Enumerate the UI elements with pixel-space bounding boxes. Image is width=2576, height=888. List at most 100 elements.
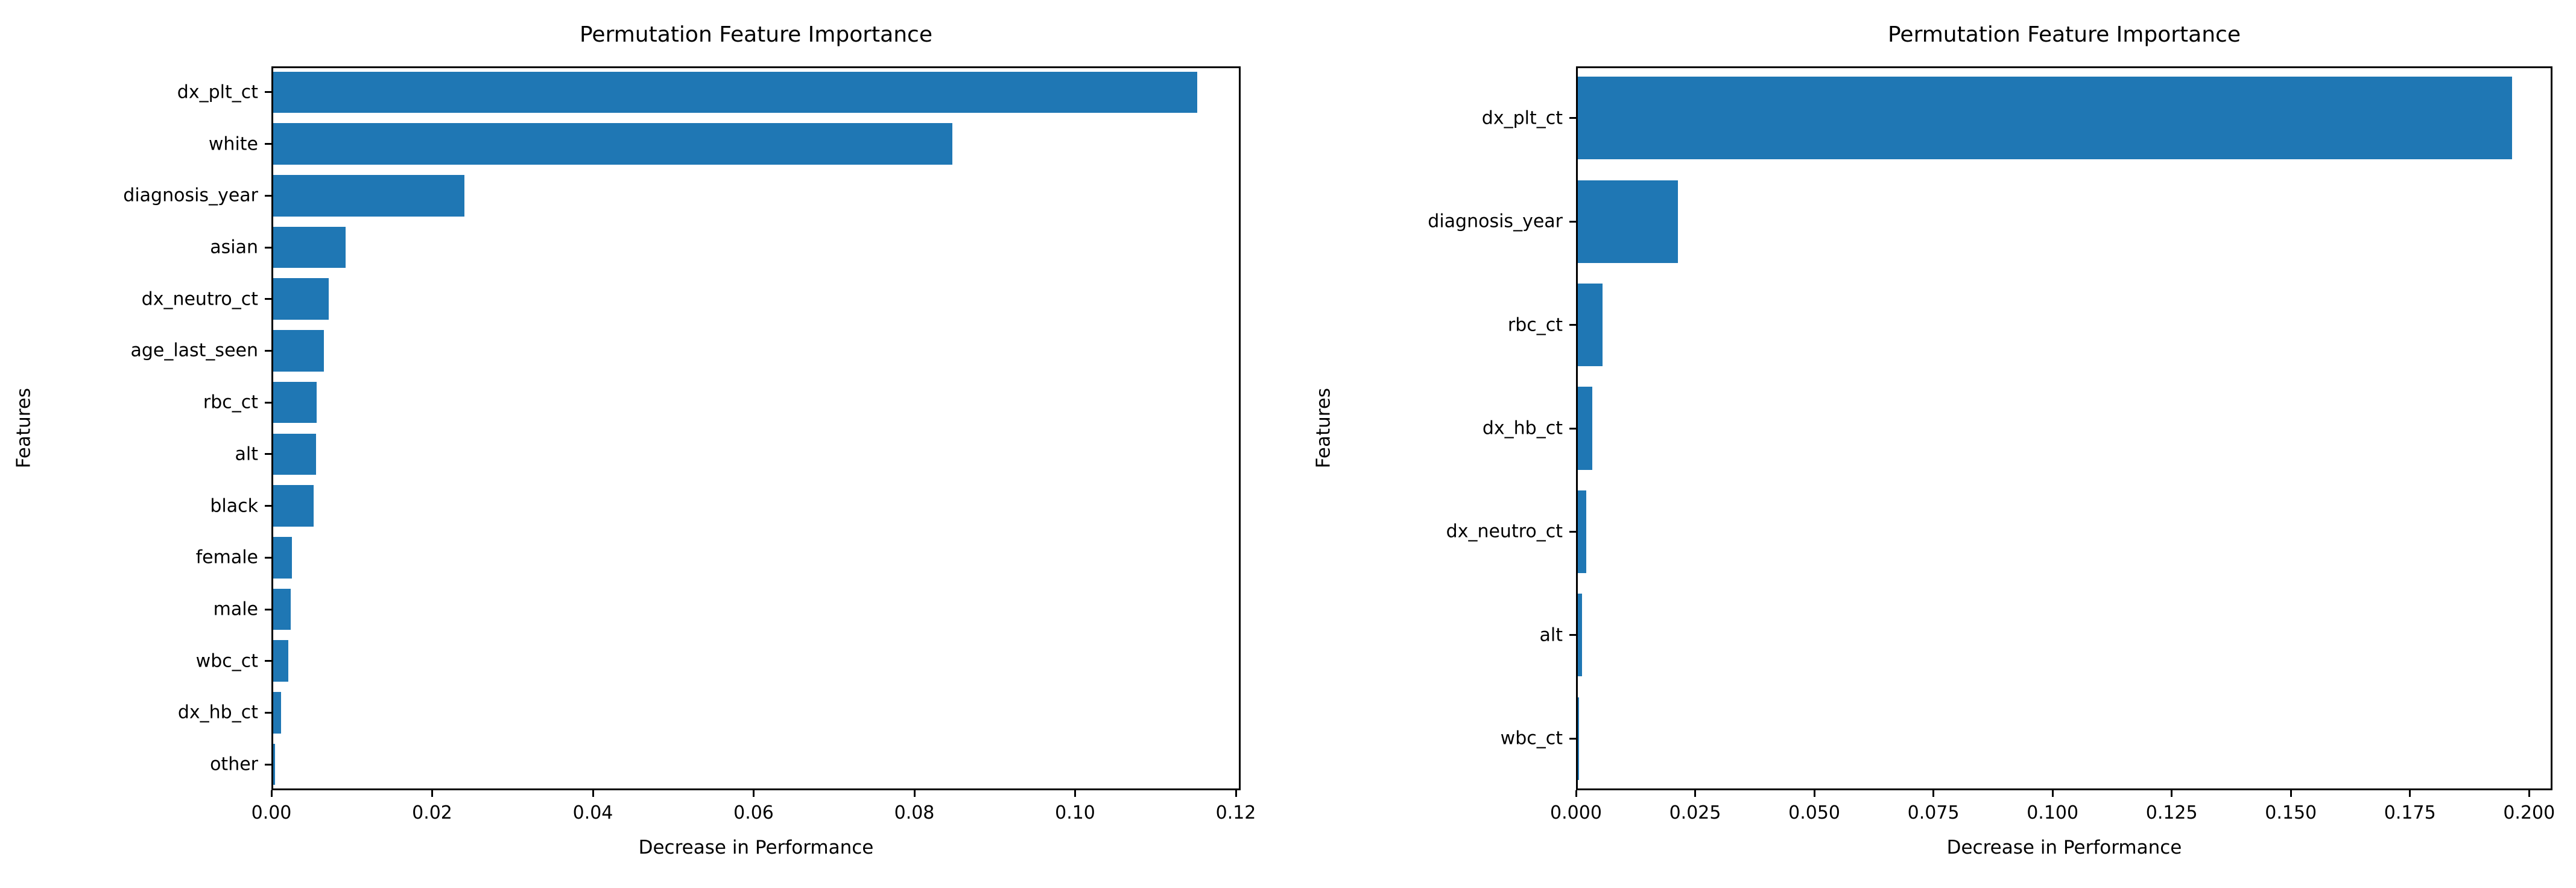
y-tick <box>265 711 271 714</box>
y-tick <box>265 298 271 300</box>
y-tick <box>265 91 271 94</box>
bar-wbc_ct <box>1578 697 1579 780</box>
x-tick <box>270 790 273 797</box>
y-tick <box>265 556 271 559</box>
y-tick-label-rbc_ct: rbc_ct <box>203 392 258 413</box>
x-tick <box>2528 790 2530 797</box>
y-tick <box>265 608 271 610</box>
y-tick <box>1569 634 1576 636</box>
y-tick <box>265 763 271 766</box>
y-tick-label-dx_neutro_ct: dx_neutro_ct <box>1446 521 1563 542</box>
x-tick <box>431 790 433 797</box>
x-tick-label: 0.06 <box>733 802 774 823</box>
plot-area <box>1576 66 2552 790</box>
bar-alt <box>273 433 316 475</box>
x-axis-label: Decrease in Performance <box>638 837 874 858</box>
bar-dx_hb_ct <box>1578 387 1592 470</box>
chart-title: Permutation Feature Importance <box>1888 22 2241 47</box>
x-tick-label: 0.075 <box>1907 802 1960 823</box>
x-tick <box>592 790 594 797</box>
x-tick-label: 0.200 <box>2503 802 2555 823</box>
bar-black <box>273 485 314 527</box>
y-tick-label-female: female <box>195 547 258 568</box>
x-tick <box>1813 790 1815 797</box>
x-tick-label: 0.025 <box>1669 802 1721 823</box>
x-tick-label: 0.175 <box>2384 802 2436 823</box>
bar-male <box>273 588 291 630</box>
x-tick <box>1235 790 1237 797</box>
y-tick <box>1569 117 1576 119</box>
y-tick-label-other: other <box>210 753 258 775</box>
y-tick-label-dx_plt_ct: dx_plt_ct <box>1481 107 1563 129</box>
plot-area <box>271 66 1241 790</box>
y-tick-label-white: white <box>208 133 258 155</box>
bar-dx_neutro_ct <box>1578 490 1587 573</box>
x-tick <box>2171 790 2173 797</box>
y-tick-label-wbc_ct: wbc_ct <box>1500 728 1563 749</box>
x-tick-label: 0.00 <box>251 802 292 823</box>
y-tick <box>1569 220 1576 223</box>
x-tick <box>753 790 755 797</box>
y-tick <box>1569 324 1576 326</box>
bar-rbc_ct <box>273 381 317 423</box>
x-tick-label: 0.000 <box>1550 802 1602 823</box>
bar-diagnosis_year <box>273 175 465 217</box>
y-tick <box>265 453 271 455</box>
x-tick-label: 0.050 <box>1788 802 1841 823</box>
bar-alt <box>1578 594 1583 677</box>
y-tick <box>265 194 271 197</box>
y-tick-label-dx_hb_ct: dx_hb_ct <box>1482 417 1563 439</box>
x-tick <box>1932 790 1935 797</box>
bar-age_last_seen <box>273 330 324 372</box>
y-tick <box>265 143 271 145</box>
x-tick <box>2290 790 2292 797</box>
bar-diagnosis_year <box>1578 180 1678 263</box>
x-tick <box>1074 790 1076 797</box>
x-tick-label: 0.02 <box>412 802 452 823</box>
x-tick-label: 0.04 <box>572 802 613 823</box>
y-tick <box>1569 530 1576 533</box>
y-tick <box>1569 427 1576 430</box>
x-axis-label: Decrease in Performance <box>1946 837 2182 858</box>
bar-white <box>273 123 952 165</box>
y-tick-label-alt: alt <box>235 443 258 465</box>
x-tick <box>2051 790 2054 797</box>
bar-wbc_ct <box>273 640 289 682</box>
y-tick <box>265 349 271 352</box>
y-tick <box>265 246 271 249</box>
y-tick-label-age_last_seen: age_last_seen <box>130 340 258 361</box>
y-tick-label-dx_hb_ct: dx_hb_ct <box>177 702 258 723</box>
bar-dx_plt_ct <box>1578 77 2512 160</box>
y-tick-label-alt: alt <box>1539 624 1563 646</box>
x-tick-label: 0.125 <box>2145 802 2198 823</box>
chart-title: Permutation Feature Importance <box>580 22 932 47</box>
x-tick-label: 0.08 <box>894 802 935 823</box>
x-tick <box>913 790 916 797</box>
x-tick <box>1694 790 1697 797</box>
y-tick <box>265 505 271 507</box>
x-tick <box>2409 790 2411 797</box>
y-axis-label: Features <box>1312 387 1335 469</box>
y-tick-label-dx_neutro_ct: dx_neutro_ct <box>141 288 258 310</box>
x-tick-label: 0.10 <box>1055 802 1095 823</box>
x-tick-label: 0.100 <box>2027 802 2079 823</box>
y-tick <box>1569 737 1576 740</box>
bar-other <box>273 743 275 785</box>
x-tick-label: 0.150 <box>2265 802 2317 823</box>
y-tick-label-diagnosis_year: diagnosis_year <box>123 185 258 206</box>
y-tick-label-black: black <box>210 495 258 517</box>
y-tick <box>265 660 271 662</box>
bar-dx_neutro_ct <box>273 278 329 320</box>
y-tick-label-asian: asian <box>210 236 258 258</box>
x-tick <box>1575 790 1577 797</box>
y-tick-label-male: male <box>213 598 258 620</box>
bar-asian <box>273 226 346 268</box>
bar-dx_hb_ct <box>273 692 282 734</box>
x-tick-label: 0.12 <box>1215 802 1256 823</box>
bar-female <box>273 537 292 579</box>
y-tick-label-wbc_ct: wbc_ct <box>195 650 258 672</box>
y-tick-label-rbc_ct: rbc_ct <box>1507 314 1563 336</box>
